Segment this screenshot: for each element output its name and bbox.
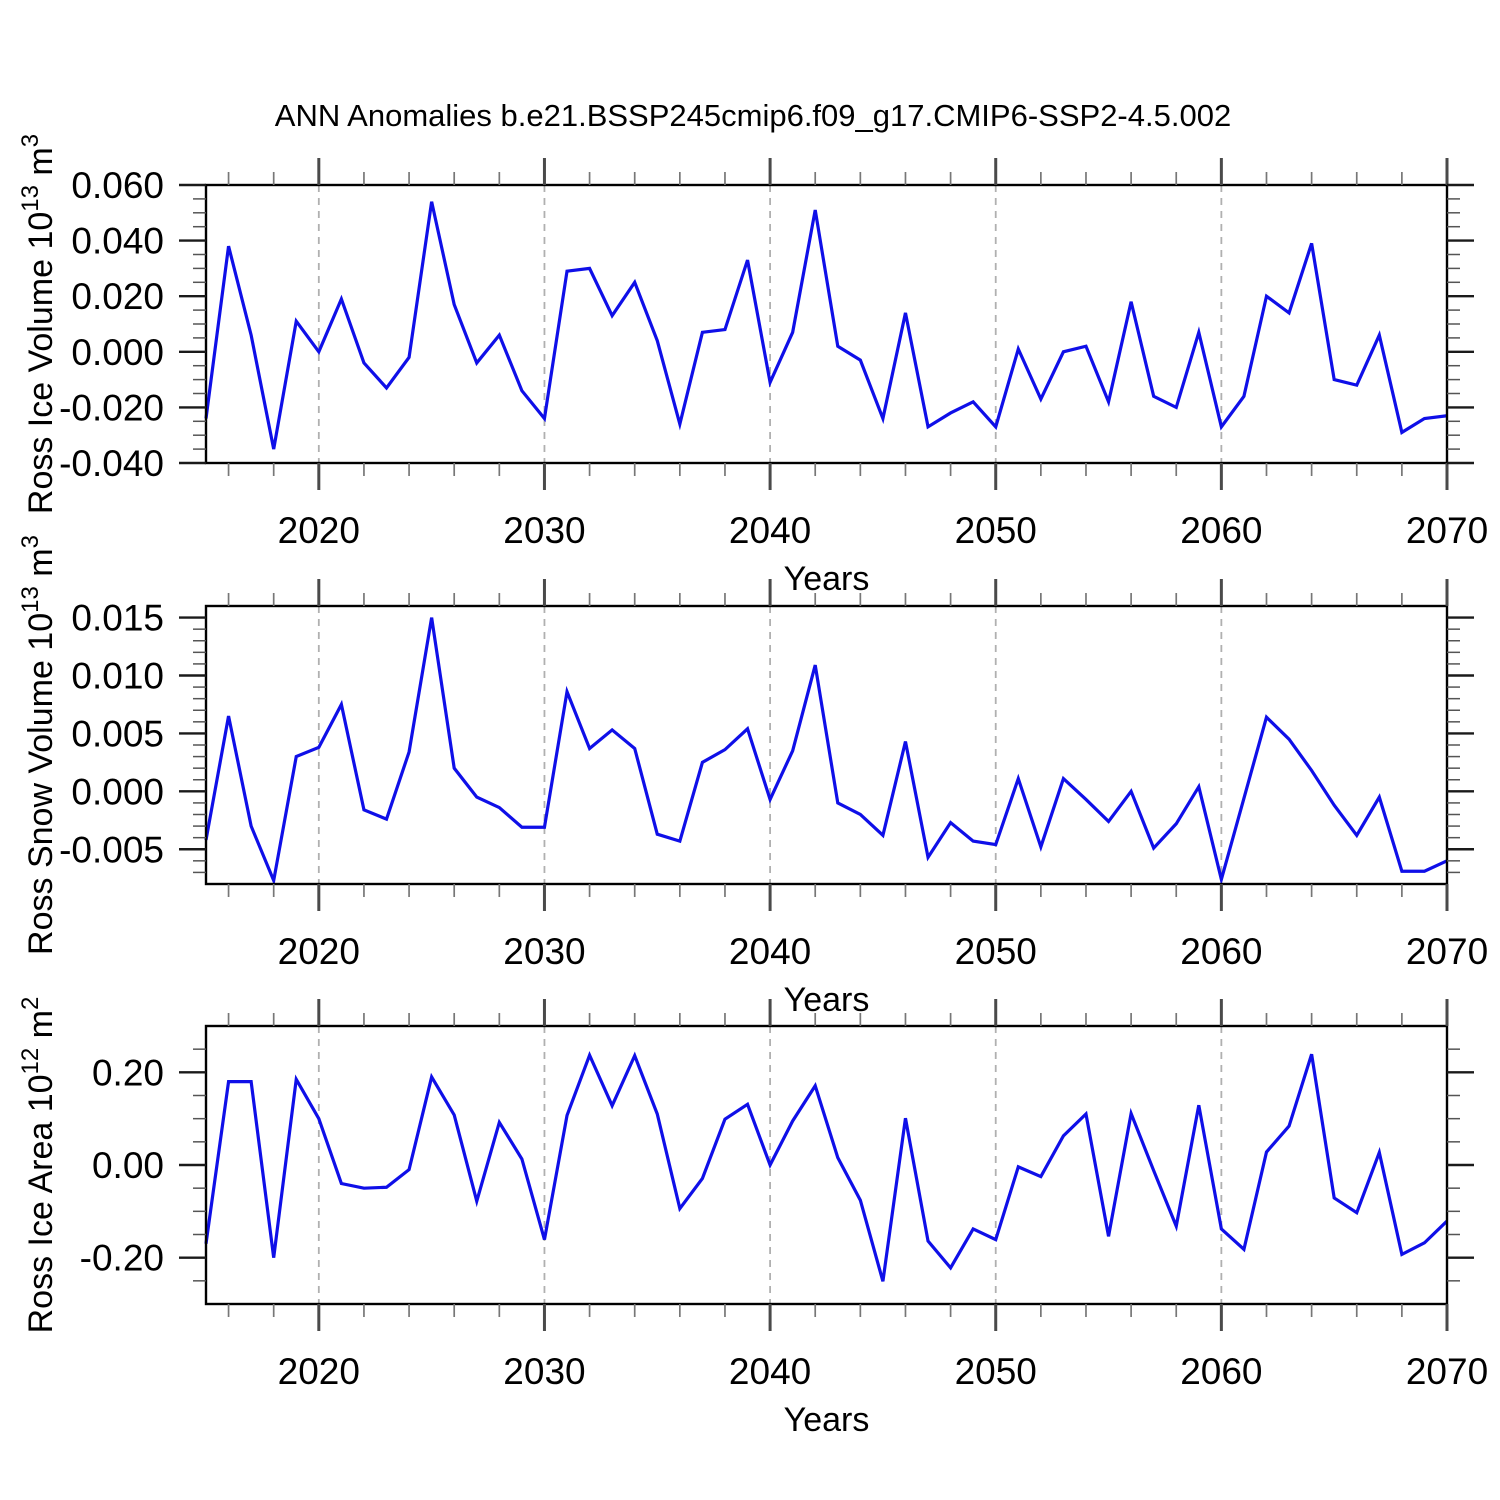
svg-text:2060: 2060: [1180, 510, 1262, 551]
y-axis-title-middle: Ross Snow Volume 1013 m3: [17, 535, 60, 955]
svg-text:2040: 2040: [729, 1351, 811, 1392]
svg-text:0.015: 0.015: [71, 598, 164, 639]
y-axis-title-top: Ross Ice Volume 1013 m3: [17, 134, 60, 514]
panel-bottom: 0.20 0.00 -0.20 2020 2030 2040 2050 2060 2070 Yea…: [17, 997, 1488, 1439]
svg-text:-0.005: -0.005: [59, 829, 164, 870]
svg-text:Years: Years: [784, 1401, 870, 1439]
svg-text:-0.020: -0.020: [59, 387, 164, 428]
svg-text:2040: 2040: [729, 931, 811, 972]
svg-text:2070: 2070: [1406, 931, 1488, 972]
series-line-middle: [204, 617, 1448, 887]
svg-text:2020: 2020: [278, 1351, 360, 1392]
svg-text:0.000: 0.000: [71, 332, 164, 373]
svg-text:Years: Years: [784, 560, 870, 598]
svg-text:0.005: 0.005: [71, 713, 164, 754]
svg-text:2020: 2020: [278, 510, 360, 551]
svg-text:2060: 2060: [1180, 931, 1262, 972]
svg-text:0.000: 0.000: [71, 771, 164, 812]
svg-text:2050: 2050: [955, 1351, 1037, 1392]
svg-text:0.00: 0.00: [92, 1145, 164, 1186]
svg-text:2070: 2070: [1406, 510, 1488, 551]
series-line-bottom: [204, 1050, 1449, 1282]
svg-text:0.20: 0.20: [92, 1052, 164, 1093]
svg-text:-0.040: -0.040: [59, 443, 164, 484]
svg-text:0.020: 0.020: [71, 276, 164, 317]
y-axis-title-bottom: Ross Ice Area 1012 m2: [17, 997, 60, 1334]
svg-text:0.060: 0.060: [71, 165, 164, 206]
svg-text:0.040: 0.040: [71, 221, 164, 262]
svg-text:-0.20: -0.20: [80, 1238, 164, 1279]
svg-text:Years: Years: [784, 981, 870, 1019]
svg-text:2060: 2060: [1180, 1351, 1262, 1392]
svg-text:2050: 2050: [955, 510, 1037, 551]
panel-top: 0.060 0.040 0.020 0.000 -0.020 -0.040 2020 2030…: [17, 134, 1488, 598]
svg-text:2020: 2020: [278, 931, 360, 972]
svg-text:2030: 2030: [503, 931, 585, 972]
svg-text:2050: 2050: [955, 931, 1037, 972]
svg-text:0.010: 0.010: [71, 656, 164, 697]
svg-text:2070: 2070: [1406, 1351, 1488, 1392]
svg-text:2030: 2030: [503, 510, 585, 551]
svg-text:2030: 2030: [503, 1351, 585, 1392]
chart-title: ANN Anomalies b.e21.BSSP245cmip6.f09_g17…: [274, 98, 1232, 133]
panel-middle: 0.015 0.010 0.005 0.000 -0.005 2020 2030 2040 20…: [17, 535, 1488, 1019]
series-line-top: [204, 201, 1448, 450]
svg-text:2040: 2040: [729, 510, 811, 551]
